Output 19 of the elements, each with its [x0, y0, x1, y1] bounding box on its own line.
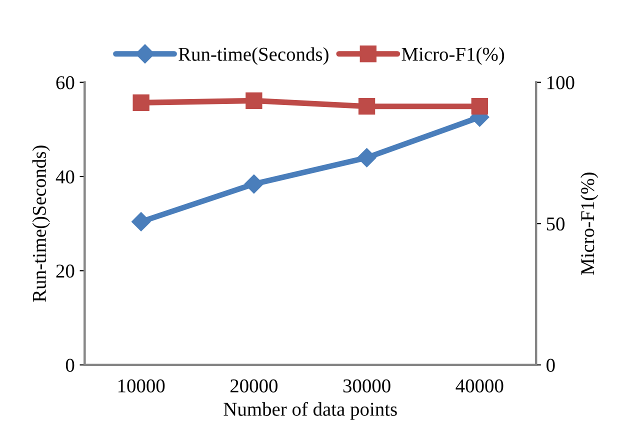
point — [244, 174, 264, 194]
y-tick-label: 0 — [66, 358, 74, 372]
x-tick-label: 10000 — [118, 379, 165, 392]
y-tick-label: 20 — [56, 264, 74, 278]
x-axis-title: Number of data points — [224, 402, 397, 420]
point — [132, 212, 151, 232]
point — [357, 148, 376, 168]
y-tick-label: 40 — [56, 170, 74, 184]
legend-label: Micro-F1(%) — [402, 47, 504, 65]
y-tick-label: 60 — [56, 76, 74, 90]
y2-tick-label: 0 — [546, 358, 555, 372]
x-tick-label: 40000 — [456, 379, 504, 392]
y2-axis-title: Micro-F1(%) — [580, 172, 598, 275]
y-axis-title: Run-time()Seconds) — [32, 146, 50, 302]
legend-label: Run-time(Seconds) — [178, 47, 328, 65]
y2-tick-label: 100 — [548, 76, 574, 90]
x-tick-label: 30000 — [343, 379, 390, 392]
y2-tick-label: 50 — [546, 217, 565, 231]
x-tick-label: 20000 — [230, 379, 278, 392]
